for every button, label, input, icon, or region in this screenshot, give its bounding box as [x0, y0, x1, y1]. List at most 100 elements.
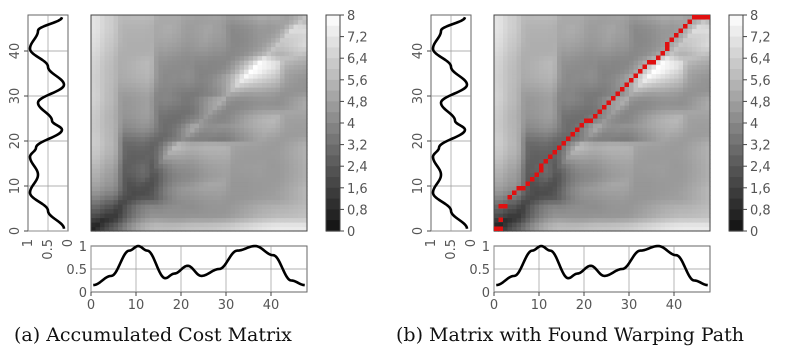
heatmap-cell	[633, 136, 639, 142]
heatmap-cell	[611, 109, 617, 115]
heatmap-cell	[217, 127, 223, 133]
heatmap-cell	[158, 91, 164, 97]
heatmap-cell	[525, 24, 531, 30]
heatmap-cell	[185, 132, 191, 138]
heatmap-cell	[100, 132, 106, 138]
heatmap-cell	[293, 123, 299, 129]
heatmap-cell	[271, 159, 277, 165]
heatmap-cell	[194, 127, 200, 133]
heatmap-cell	[127, 186, 133, 192]
heatmap-cell	[498, 55, 504, 61]
heatmap-cell	[593, 91, 599, 97]
heatmap-cell	[629, 82, 635, 88]
heatmap-cell	[230, 186, 236, 192]
heatmap-cell	[217, 123, 223, 129]
heatmap-cell	[262, 100, 268, 106]
heatmap-cell	[498, 177, 504, 183]
heatmap-cell	[95, 19, 101, 25]
heatmap-cell	[494, 28, 500, 34]
heatmap-cell	[534, 114, 540, 120]
heatmap-cell	[584, 159, 590, 165]
heatmap-cell	[566, 19, 572, 25]
heatmap-cell	[275, 37, 281, 43]
heatmap-cell	[221, 105, 227, 111]
heatmap-cell	[149, 37, 155, 43]
heatmap-cell	[516, 145, 522, 151]
heatmap-cell	[217, 217, 223, 223]
heatmap-cell	[557, 172, 563, 178]
heatmap-cell	[158, 177, 164, 183]
heatmap-cell	[113, 154, 119, 160]
heatmap-cell	[257, 186, 263, 192]
heatmap-cell	[705, 136, 711, 142]
heatmap-cell	[154, 177, 160, 183]
y-axis-tick-label: 10	[411, 178, 426, 195]
heatmap-cell	[185, 141, 191, 147]
heatmap-cell	[104, 123, 110, 129]
heatmap-cell	[597, 136, 603, 142]
heatmap-cell	[190, 42, 196, 48]
heatmap-cell	[651, 24, 657, 30]
heatmap-cell	[525, 51, 531, 57]
heatmap-cell	[226, 51, 232, 57]
warping-path-cell	[521, 186, 526, 191]
heatmap-cell	[696, 226, 702, 232]
heatmap-cell	[208, 55, 214, 61]
heatmap-cell	[557, 114, 563, 120]
heatmap-cell	[615, 141, 621, 147]
heatmap-cell	[203, 55, 209, 61]
heatmap-cell	[593, 154, 599, 160]
heatmap-cell	[692, 55, 698, 61]
heatmap-cell	[683, 168, 689, 174]
heatmap-cell	[284, 87, 290, 93]
heatmap-cell	[638, 55, 644, 61]
heatmap-cell	[154, 217, 160, 223]
heatmap-cell	[203, 114, 209, 120]
heatmap-cell	[275, 154, 281, 160]
heatmap-cell	[127, 105, 133, 111]
heatmap-cell	[230, 195, 236, 201]
heatmap-cell	[266, 51, 272, 57]
heatmap-cell	[302, 172, 308, 178]
heatmap-cell	[548, 42, 554, 48]
heatmap-cell	[266, 172, 272, 178]
heatmap-cell	[588, 123, 594, 129]
heatmap-cell	[566, 37, 572, 43]
heatmap-cell	[163, 177, 169, 183]
heatmap-cell	[660, 33, 666, 39]
heatmap-cell	[217, 154, 223, 160]
heatmap-cell	[253, 172, 259, 178]
heatmap-cell	[167, 96, 173, 102]
heatmap-cell	[525, 132, 531, 138]
heatmap-cell	[494, 15, 500, 21]
heatmap-cell	[642, 51, 648, 57]
heatmap-cell	[302, 96, 308, 102]
heatmap-cell	[212, 105, 218, 111]
heatmap-cell	[606, 208, 612, 214]
heatmap-cell	[100, 136, 106, 142]
heatmap-cell	[131, 96, 137, 102]
heatmap-cell	[588, 55, 594, 61]
heatmap-cell	[692, 24, 698, 30]
heatmap-cell	[548, 19, 554, 25]
heatmap-cell	[244, 19, 250, 25]
heatmap-cell	[683, 204, 689, 210]
heatmap-cell	[584, 208, 590, 214]
heatmap-cell	[230, 100, 236, 106]
heatmap-cell	[647, 177, 653, 183]
heatmap-cell	[638, 100, 644, 106]
heatmap-cell	[109, 217, 115, 223]
heatmap-cell	[705, 195, 711, 201]
heatmap-cell	[266, 154, 272, 160]
heatmap-cell	[109, 15, 115, 21]
heatmap-cell	[167, 168, 173, 174]
heatmap-cell	[239, 141, 245, 147]
heatmap-cell	[620, 163, 626, 169]
heatmap-cell	[100, 159, 106, 165]
heatmap-cell	[217, 204, 223, 210]
heatmap-cell	[678, 46, 684, 52]
heatmap-cell	[611, 208, 617, 214]
heatmap-cell	[638, 208, 644, 214]
heatmap-cell	[181, 114, 187, 120]
heatmap-cell	[606, 136, 612, 142]
